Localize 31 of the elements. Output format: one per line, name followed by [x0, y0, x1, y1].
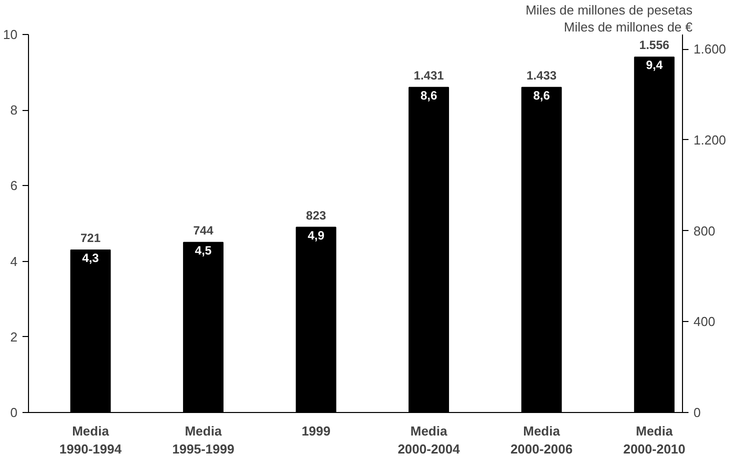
annotation: 823: [306, 208, 326, 222]
data-label: 4,9: [308, 228, 325, 242]
x-tick-label: Media 2000-2010: [623, 424, 686, 456]
y2-tick-label: 400: [694, 314, 716, 330]
y2-axis-title: Miles de millones de pesetas: [526, 2, 693, 18]
y-tick-label: 8: [10, 102, 18, 118]
y2-tick-label: 1.600: [694, 42, 726, 57]
data-label: 8,6: [533, 88, 550, 102]
y2-tick-label: 1.200: [694, 132, 726, 148]
data-label: 8,6: [420, 88, 438, 102]
y2-tick-label: 800: [694, 223, 716, 238]
text: Miles de millones de €: [564, 20, 694, 34]
annotation: 1.556: [639, 38, 670, 52]
y-tick-label: 10: [3, 27, 18, 42]
y-tick-label: 6: [10, 178, 18, 194]
y-tick-label: 2: [10, 329, 18, 344]
x-tick-label: Media 1995-1999: [172, 424, 234, 456]
x-tick-label: 1999: [302, 424, 330, 438]
annotation: 744: [193, 223, 214, 238]
data-label: 4,5: [194, 243, 212, 258]
x-tick-label: Media 2000-2004: [398, 424, 461, 456]
y2-tick-label: 0: [694, 405, 701, 420]
annotation: 1.433: [526, 68, 557, 82]
x-tick-label: Media 1990-1994: [59, 424, 122, 456]
annotation: 721: [80, 230, 101, 245]
data-label: 4,3: [82, 250, 100, 265]
y-tick-label: 4: [10, 254, 18, 269]
data-label: 9,4: [646, 58, 663, 72]
x-tick-label: Media 2000-2006: [510, 424, 573, 456]
y-tick-label: 0: [10, 405, 18, 420]
annotation: 1.431: [414, 68, 444, 82]
